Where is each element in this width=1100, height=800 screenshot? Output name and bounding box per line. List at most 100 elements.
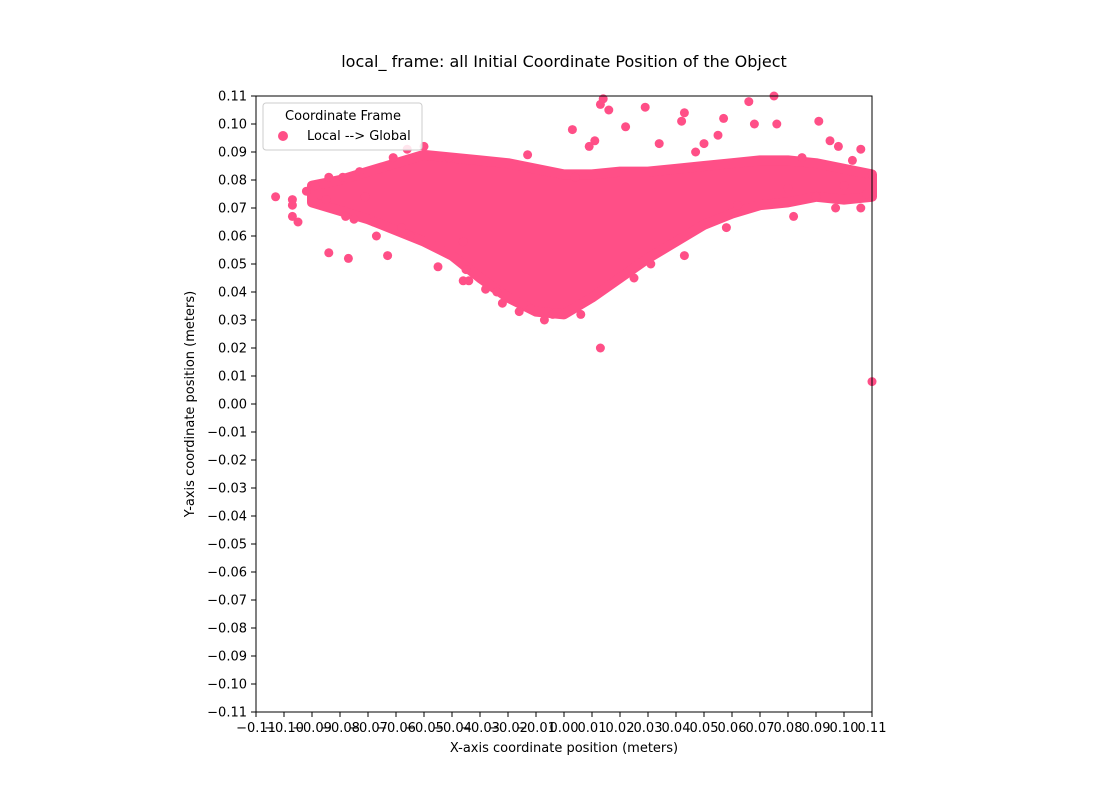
data-point [811, 192, 821, 202]
x-tick-label: −0.08 [320, 721, 360, 736]
x-tick-label: 0.01 [578, 721, 607, 736]
data-point [783, 183, 793, 193]
data-point [523, 150, 533, 160]
data-point [590, 136, 600, 146]
data-point [856, 203, 866, 213]
y-tick-label: −0.09 [207, 650, 247, 665]
data-point [733, 200, 743, 210]
data-point [595, 343, 605, 353]
data-point [604, 105, 614, 115]
y-tick-label: −0.05 [207, 538, 247, 553]
data-point [677, 116, 687, 126]
data-point [839, 181, 849, 191]
data-point [629, 273, 639, 283]
y-axis-label: Y-axis coordinate position (meters) [183, 291, 198, 518]
data-point [371, 231, 381, 241]
data-point [405, 231, 415, 241]
data-point [287, 211, 297, 221]
y-tick-label: 0.00 [218, 398, 247, 413]
x-tick-label: −0.09 [292, 721, 332, 736]
y-tick-label: 0.07 [218, 202, 247, 217]
x-tick-label: 0.02 [606, 721, 635, 736]
data-point [360, 192, 370, 202]
y-tick-label: −0.01 [207, 426, 247, 441]
data-point [324, 172, 334, 182]
data-point [567, 125, 577, 135]
data-point [338, 172, 348, 182]
x-tick-label: 0.09 [802, 721, 831, 736]
data-point [691, 147, 701, 157]
data-point [481, 284, 491, 294]
data-point [444, 153, 454, 163]
data-point [831, 203, 841, 213]
data-point [646, 259, 656, 269]
x-tick-label: 0.06 [718, 721, 747, 736]
data-point [833, 141, 843, 151]
y-tick-label: −0.08 [207, 622, 247, 637]
y-tick-label: 0.05 [218, 258, 247, 273]
data-point [856, 144, 866, 154]
data-point [287, 200, 297, 210]
data-point [699, 139, 709, 149]
data-point [744, 97, 754, 107]
y-tick-label: 0.03 [218, 314, 247, 329]
data-point [388, 153, 398, 163]
x-tick-label: −0.11 [236, 721, 276, 736]
data-point [814, 116, 824, 126]
y-tick-label: 0.11 [218, 90, 247, 105]
legend-marker [278, 131, 288, 141]
data-point [349, 214, 359, 224]
data-point [355, 167, 365, 177]
x-tick-label: 0.03 [634, 721, 663, 736]
y-tick-label: −0.11 [207, 706, 247, 721]
legend: Coordinate Frame Local --> Global [262, 102, 423, 151]
data-point [514, 307, 524, 317]
x-tick-label: −0.01 [516, 721, 556, 736]
data-point [679, 108, 689, 118]
data-point [293, 217, 303, 227]
data-point [383, 251, 393, 261]
data-point [847, 155, 857, 165]
data-point [343, 253, 353, 263]
x-tick-label: −0.07 [348, 721, 388, 736]
data-point [369, 217, 379, 227]
data-point [584, 141, 594, 151]
y-tick-label: −0.03 [207, 482, 247, 497]
data-point [640, 102, 650, 112]
legend-title: Coordinate Frame [285, 109, 401, 124]
data-point [458, 237, 468, 247]
data-point [576, 309, 586, 319]
data-point [271, 192, 281, 202]
data-point [492, 287, 502, 297]
legend-box [262, 102, 423, 151]
data-point [719, 113, 729, 123]
y-tick-label: −0.02 [207, 454, 247, 469]
x-tick-label: −0.05 [404, 721, 444, 736]
y-tick-label: 0.10 [218, 118, 247, 133]
data-point [310, 181, 320, 191]
data-point [721, 223, 731, 233]
x-tick-label: 0.11 [858, 721, 887, 736]
x-axis-ticks: −0.11−0.10−0.09−0.08−0.07−0.06−0.05−0.04… [236, 712, 886, 736]
x-tick-label: 0.05 [690, 721, 719, 736]
y-axis-ticks: −0.11 −0.10 −0.09 −0.08 −0.07 −0.06 −0.05 −0.04… [207, 90, 256, 721]
data-point [341, 211, 351, 221]
data-point [570, 172, 580, 182]
data-point [433, 262, 443, 272]
y-tick-label: 0.09 [218, 146, 247, 161]
y-tick-label: 0.08 [218, 174, 247, 189]
y-tick-label: −0.04 [207, 510, 247, 525]
x-tick-label: 0.08 [774, 721, 803, 736]
data-point [321, 195, 331, 205]
data-point [539, 315, 549, 325]
legend-entry-label: Local --> Global [307, 129, 411, 144]
y-tick-label: 0.04 [218, 286, 247, 301]
x-tick-label: 0.07 [746, 721, 775, 736]
y-tick-label: −0.07 [207, 594, 247, 609]
data-point [598, 94, 608, 104]
data-point [713, 130, 723, 140]
x-tick-label: −0.03 [460, 721, 500, 736]
x-axis-label: X-axis coordinate position (meters) [450, 741, 678, 756]
data-point [397, 223, 407, 233]
